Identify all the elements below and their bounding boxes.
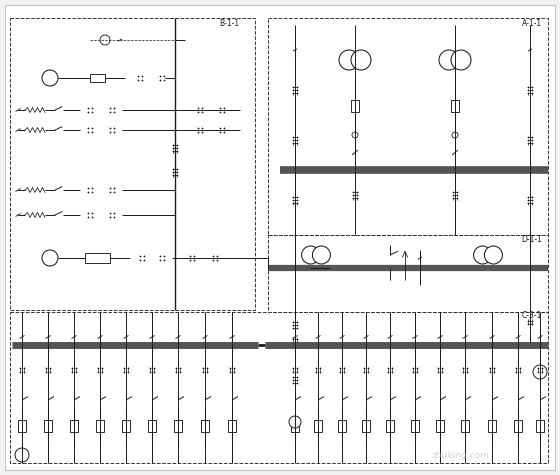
Text: D-1-1: D-1-1 bbox=[521, 236, 542, 245]
Bar bbox=[386, 420, 394, 432]
Circle shape bbox=[451, 50, 471, 70]
Bar bbox=[268, 235, 548, 312]
Bar bbox=[201, 420, 209, 432]
Bar bbox=[514, 420, 522, 432]
Bar bbox=[268, 18, 548, 235]
Circle shape bbox=[302, 246, 320, 264]
Bar bbox=[314, 420, 322, 432]
Bar bbox=[338, 420, 346, 432]
Bar bbox=[451, 100, 459, 112]
Circle shape bbox=[42, 70, 58, 86]
Bar bbox=[362, 420, 370, 432]
Bar bbox=[291, 420, 299, 432]
Bar bbox=[10, 18, 255, 310]
Bar bbox=[44, 420, 52, 432]
Text: A-1-1: A-1-1 bbox=[522, 19, 542, 28]
Bar bbox=[488, 420, 496, 432]
Circle shape bbox=[100, 35, 110, 45]
Bar bbox=[122, 420, 130, 432]
Circle shape bbox=[533, 365, 547, 379]
Text: C-3-1: C-3-1 bbox=[521, 311, 542, 320]
Bar bbox=[436, 420, 444, 432]
Circle shape bbox=[312, 246, 330, 264]
Bar bbox=[461, 420, 469, 432]
Bar bbox=[18, 420, 26, 432]
Circle shape bbox=[351, 50, 371, 70]
Circle shape bbox=[42, 250, 58, 266]
Bar bbox=[228, 420, 236, 432]
Bar bbox=[10, 312, 548, 463]
Circle shape bbox=[484, 246, 502, 264]
Bar bbox=[70, 420, 78, 432]
Bar bbox=[96, 420, 104, 432]
Circle shape bbox=[339, 50, 359, 70]
Bar bbox=[148, 420, 156, 432]
Bar bbox=[536, 420, 544, 432]
Bar bbox=[174, 420, 182, 432]
Bar bbox=[90, 74, 105, 82]
Circle shape bbox=[352, 132, 358, 138]
Bar bbox=[411, 420, 419, 432]
Bar bbox=[351, 100, 359, 112]
Circle shape bbox=[452, 132, 458, 138]
Circle shape bbox=[15, 448, 29, 462]
Text: B-1-1: B-1-1 bbox=[219, 19, 239, 28]
Circle shape bbox=[474, 246, 492, 264]
Circle shape bbox=[439, 50, 459, 70]
Bar bbox=[85, 253, 110, 263]
Circle shape bbox=[289, 416, 301, 428]
Text: zhulong.com: zhulong.com bbox=[431, 450, 489, 459]
